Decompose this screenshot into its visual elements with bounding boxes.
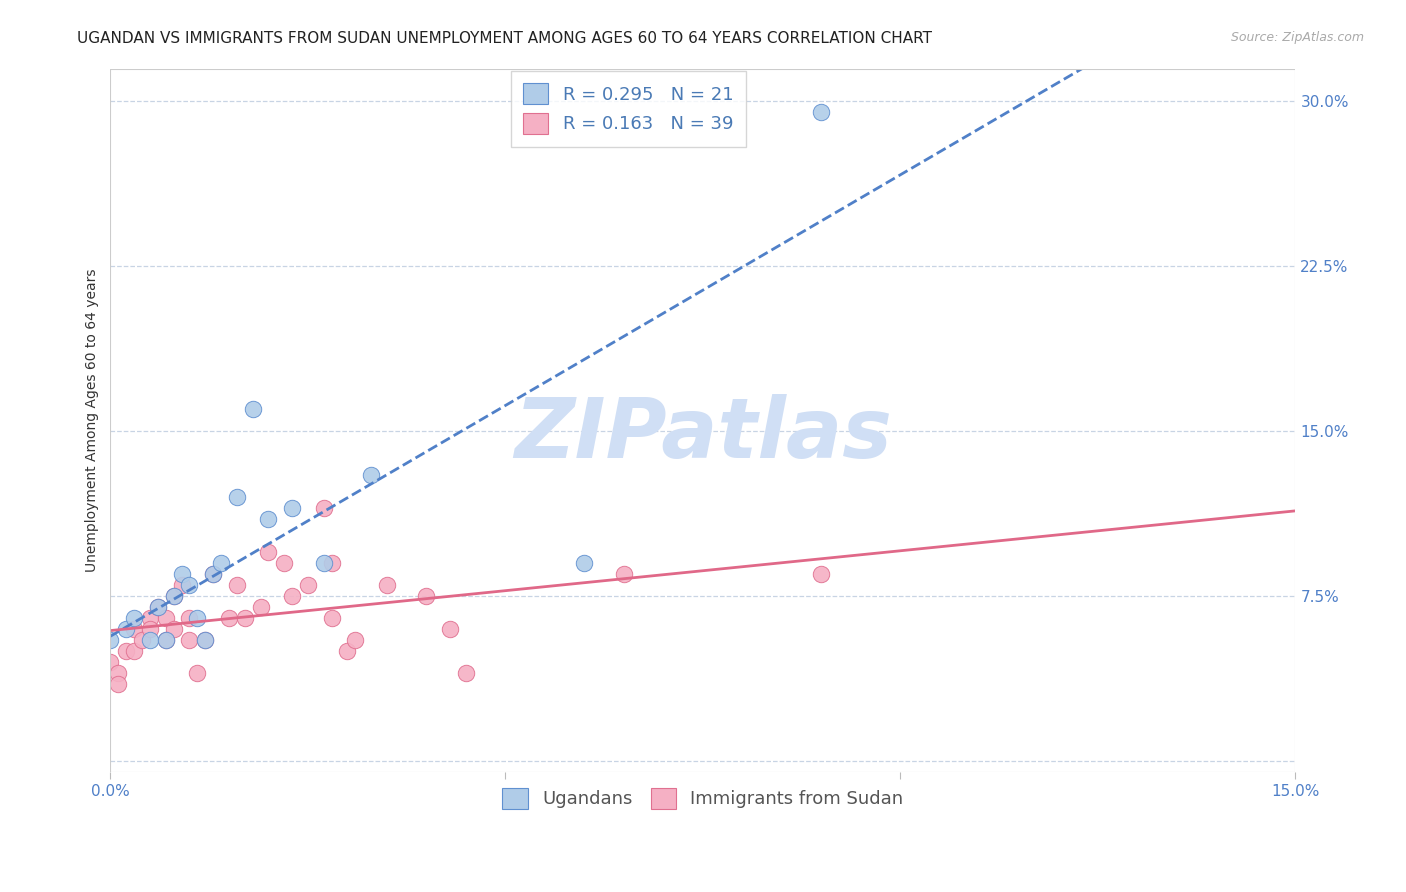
Point xyxy=(281,589,304,603)
Point xyxy=(186,666,208,681)
Point xyxy=(107,666,129,681)
Point xyxy=(100,655,122,669)
Text: UGANDAN VS IMMIGRANTS FROM SUDAN UNEMPLOYMENT AMONG AGES 60 TO 64 YEARS CORRELAT: UGANDAN VS IMMIGRANTS FROM SUDAN UNEMPLO… xyxy=(77,31,932,46)
Point xyxy=(139,611,162,625)
Point xyxy=(257,512,280,526)
Point xyxy=(162,589,184,603)
Point xyxy=(225,490,247,504)
Point xyxy=(186,611,208,625)
Point xyxy=(194,633,217,648)
Point xyxy=(613,567,636,582)
Point xyxy=(810,105,832,120)
Y-axis label: Unemployment Among Ages 60 to 64 years: Unemployment Among Ages 60 to 64 years xyxy=(86,268,100,572)
Point xyxy=(100,633,122,648)
Point xyxy=(454,666,477,681)
Point xyxy=(115,644,138,658)
Point xyxy=(297,578,319,592)
Point xyxy=(162,622,184,636)
Point xyxy=(107,677,129,691)
Point xyxy=(257,545,280,559)
Point xyxy=(194,633,217,648)
Point xyxy=(242,402,264,417)
Point xyxy=(179,633,201,648)
Point xyxy=(139,633,162,648)
Point xyxy=(162,589,184,603)
Point xyxy=(249,600,271,615)
Point xyxy=(202,567,225,582)
Point xyxy=(336,644,359,658)
Point xyxy=(155,633,177,648)
Point xyxy=(146,600,169,615)
Legend: Ugandans, Immigrants from Sudan: Ugandans, Immigrants from Sudan xyxy=(495,780,911,816)
Point xyxy=(155,633,177,648)
Point xyxy=(122,611,145,625)
Point xyxy=(273,556,295,570)
Point xyxy=(179,578,201,592)
Point xyxy=(155,611,177,625)
Point xyxy=(810,567,832,582)
Point xyxy=(360,468,382,483)
Point xyxy=(179,611,201,625)
Point xyxy=(122,644,145,658)
Point xyxy=(415,589,437,603)
Point xyxy=(209,556,232,570)
Point xyxy=(139,622,162,636)
Point xyxy=(375,578,398,592)
Point xyxy=(131,633,153,648)
Point xyxy=(312,501,335,516)
Point xyxy=(312,556,335,570)
Point xyxy=(218,611,240,625)
Point xyxy=(439,622,461,636)
Point xyxy=(321,556,343,570)
Point xyxy=(170,578,193,592)
Point xyxy=(225,578,247,592)
Point xyxy=(321,611,343,625)
Point xyxy=(344,633,367,648)
Point xyxy=(202,567,225,582)
Point xyxy=(233,611,256,625)
Point xyxy=(281,501,304,516)
Text: ZIPatlas: ZIPatlas xyxy=(515,394,891,475)
Point xyxy=(170,567,193,582)
Point xyxy=(122,622,145,636)
Point xyxy=(146,600,169,615)
Text: Source: ZipAtlas.com: Source: ZipAtlas.com xyxy=(1230,31,1364,45)
Point xyxy=(574,556,596,570)
Point xyxy=(115,622,138,636)
